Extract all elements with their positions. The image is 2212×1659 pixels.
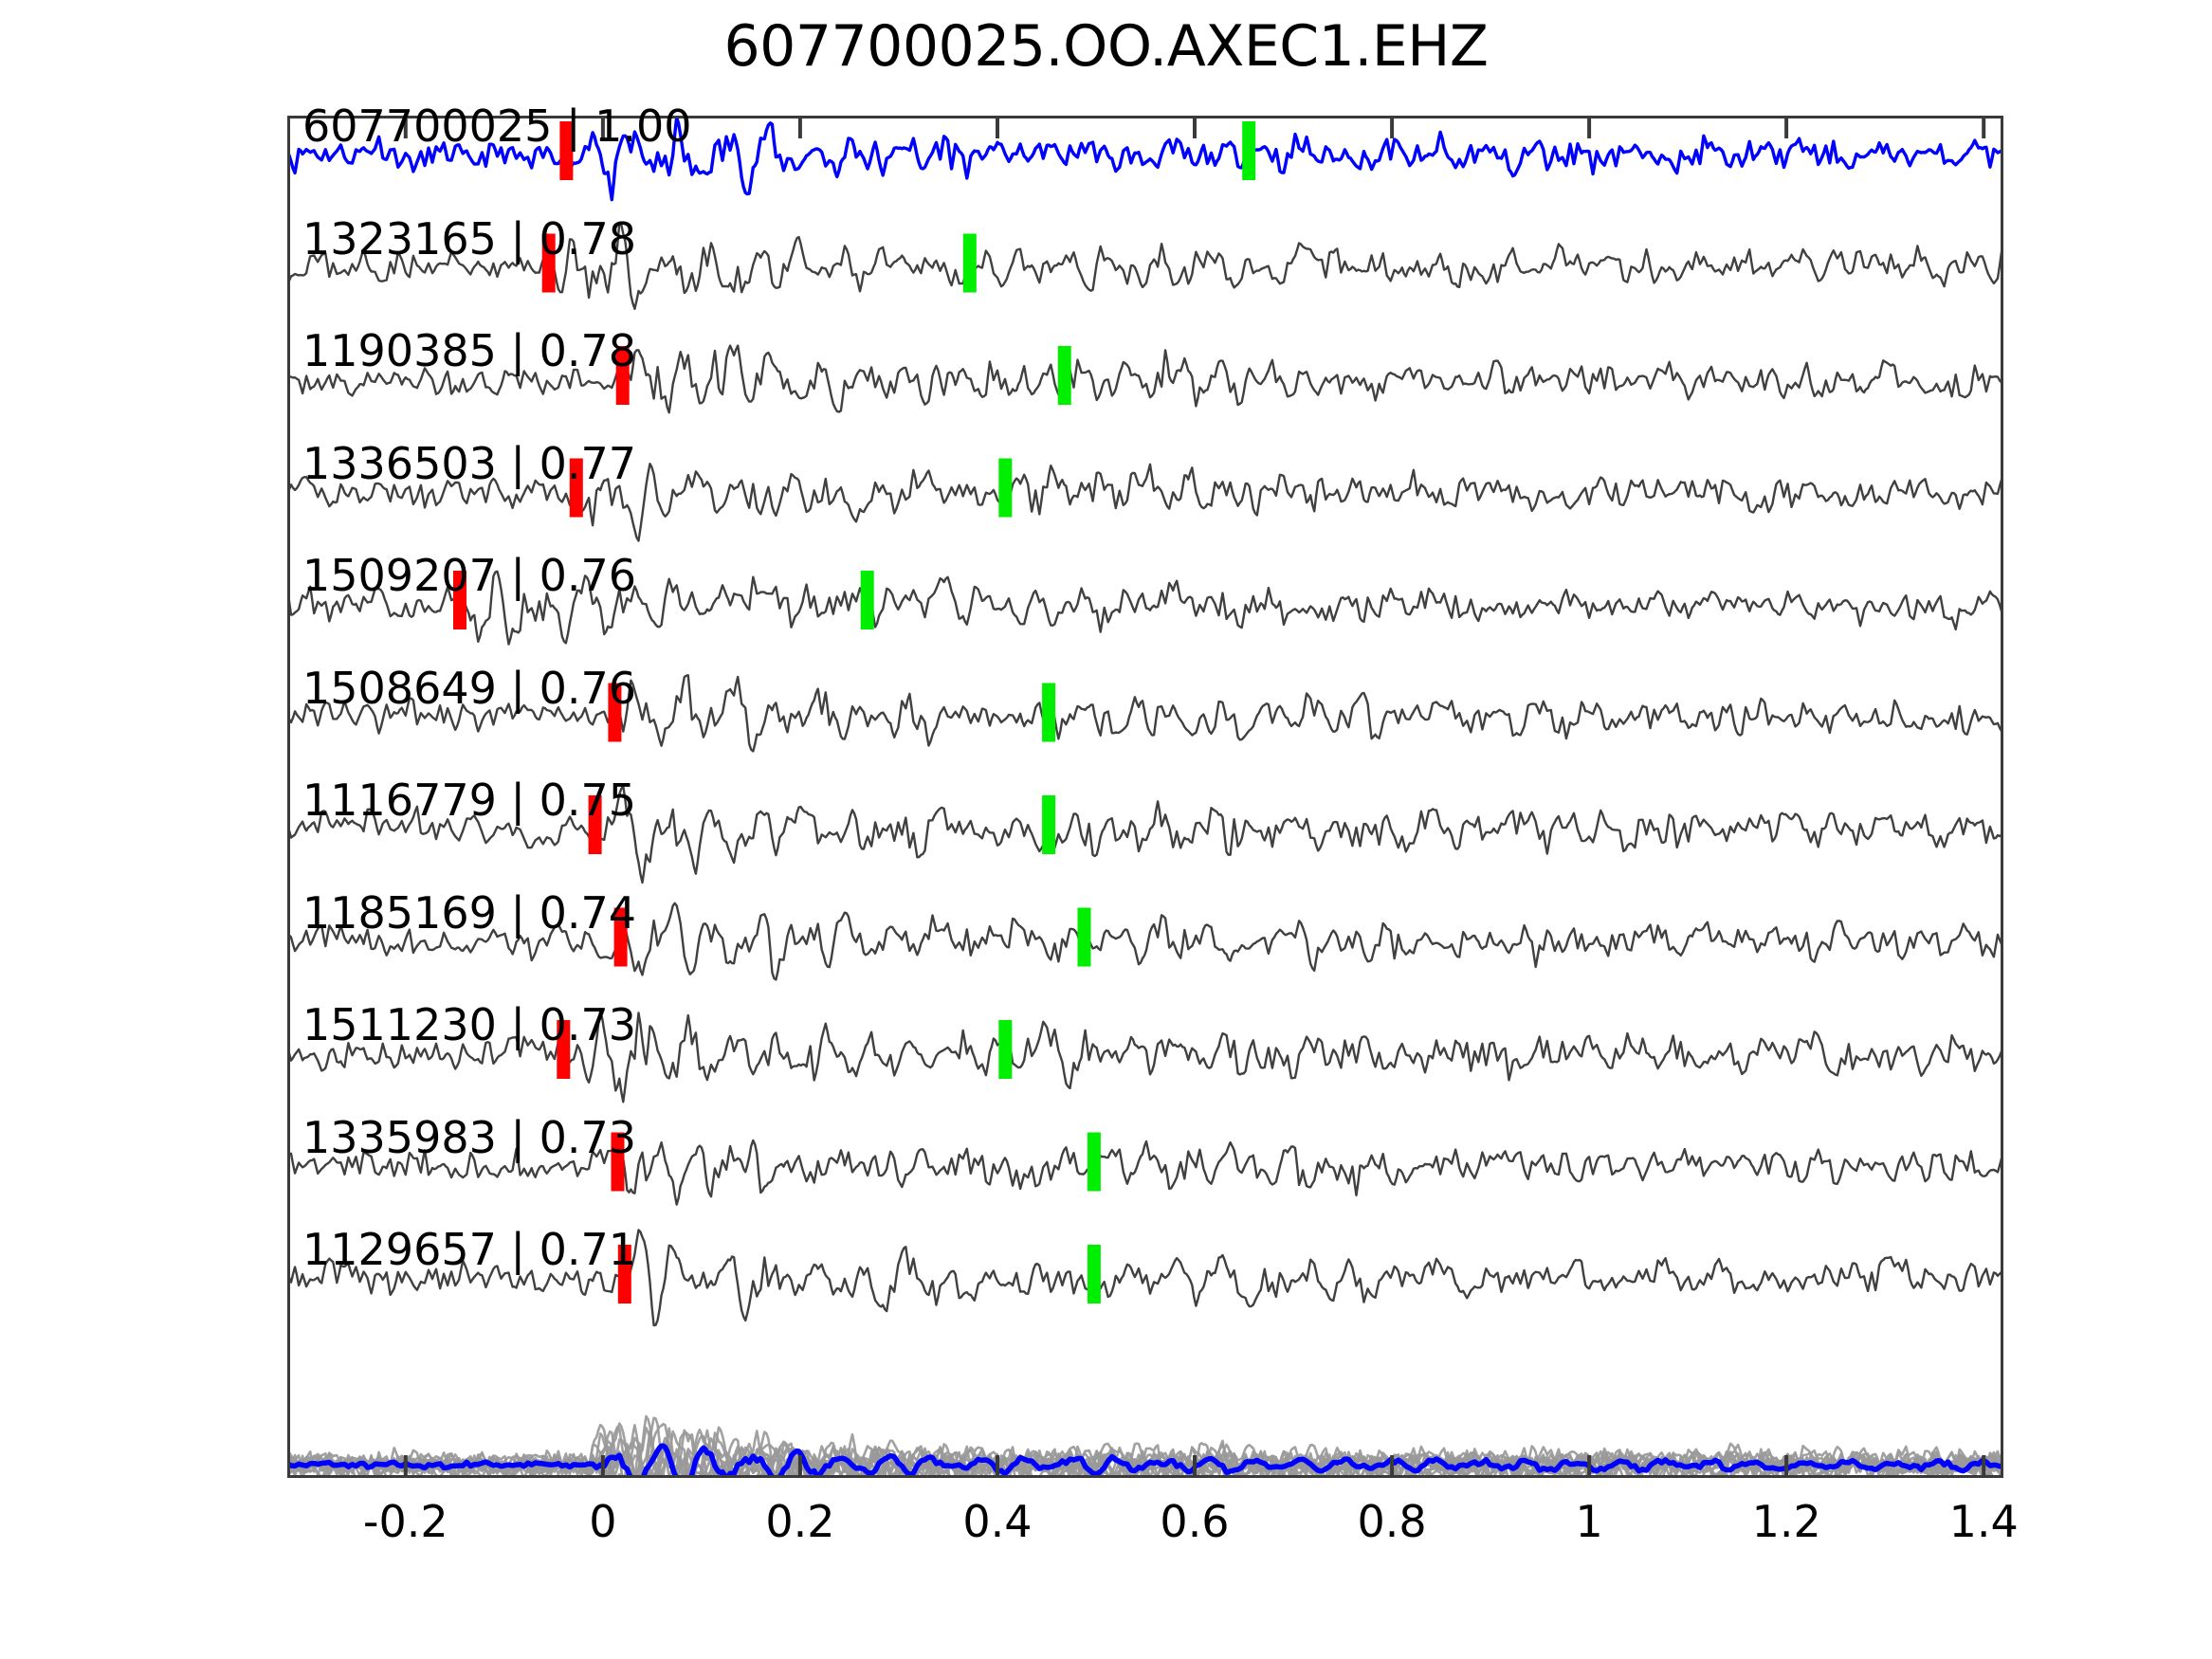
s-pick-marker — [998, 1020, 1013, 1079]
s-pick-marker — [1087, 1245, 1101, 1304]
p-pick-marker — [611, 1132, 625, 1192]
p-pick-marker — [569, 458, 583, 518]
x-tick-label: 1.4 — [1948, 1496, 2019, 1547]
x-tick-label: 0.6 — [1160, 1496, 1230, 1547]
plot-area — [287, 116, 2003, 1478]
axes-frame — [287, 116, 2003, 1478]
s-pick-marker — [1042, 795, 1056, 854]
waveform-plot — [287, 116, 2003, 1478]
x-tick-label: 0.4 — [962, 1496, 1033, 1547]
waveform-trace — [287, 1229, 2003, 1327]
stack-overlay-group — [287, 1414, 2003, 1478]
waveform-trace — [287, 344, 2003, 414]
x-tick-label: 0.2 — [765, 1496, 835, 1547]
waveform-trace — [287, 116, 2003, 202]
p-pick-marker — [453, 571, 466, 629]
waveform-trace — [287, 1010, 2003, 1103]
waveform-trace — [287, 463, 2003, 542]
x-tick-label: 1 — [1575, 1496, 1603, 1547]
waveform-trace — [287, 222, 2003, 310]
s-pick-marker — [962, 233, 977, 293]
p-pick-marker — [588, 795, 602, 854]
s-pick-marker — [1077, 907, 1091, 967]
s-pick-marker — [1242, 121, 1256, 180]
s-pick-marker — [1087, 1132, 1101, 1192]
p-pick-marker — [541, 233, 556, 293]
waveform-trace — [287, 674, 2003, 753]
x-tick-label: -0.2 — [362, 1496, 448, 1547]
waveform-trace — [287, 1139, 2003, 1206]
x-tick-label: 0 — [589, 1496, 617, 1547]
s-pick-marker — [1057, 346, 1071, 405]
s-pick-marker — [1042, 683, 1056, 742]
x-tick-label: 0.8 — [1357, 1496, 1427, 1547]
waveform-trace — [287, 785, 2003, 884]
pick-markers-group — [453, 121, 1256, 1304]
waveform-trace — [287, 902, 2003, 981]
p-pick-marker — [557, 1020, 571, 1079]
p-pick-marker — [559, 121, 574, 180]
traces-group — [287, 116, 2003, 1327]
stack-reference-trace — [287, 1443, 2003, 1478]
page-title: 607700025.OO.AXEC1.EHZ — [723, 13, 1489, 80]
p-pick-marker — [615, 346, 630, 405]
p-pick-marker — [617, 1245, 631, 1304]
x-axis-ticks — [403, 118, 1986, 1476]
waveform-trace — [287, 570, 2003, 646]
x-tick-label: 1.2 — [1751, 1496, 1821, 1547]
p-pick-marker — [613, 907, 628, 967]
s-pick-marker — [998, 458, 1013, 518]
s-pick-marker — [860, 571, 874, 629]
p-pick-marker — [608, 683, 622, 742]
